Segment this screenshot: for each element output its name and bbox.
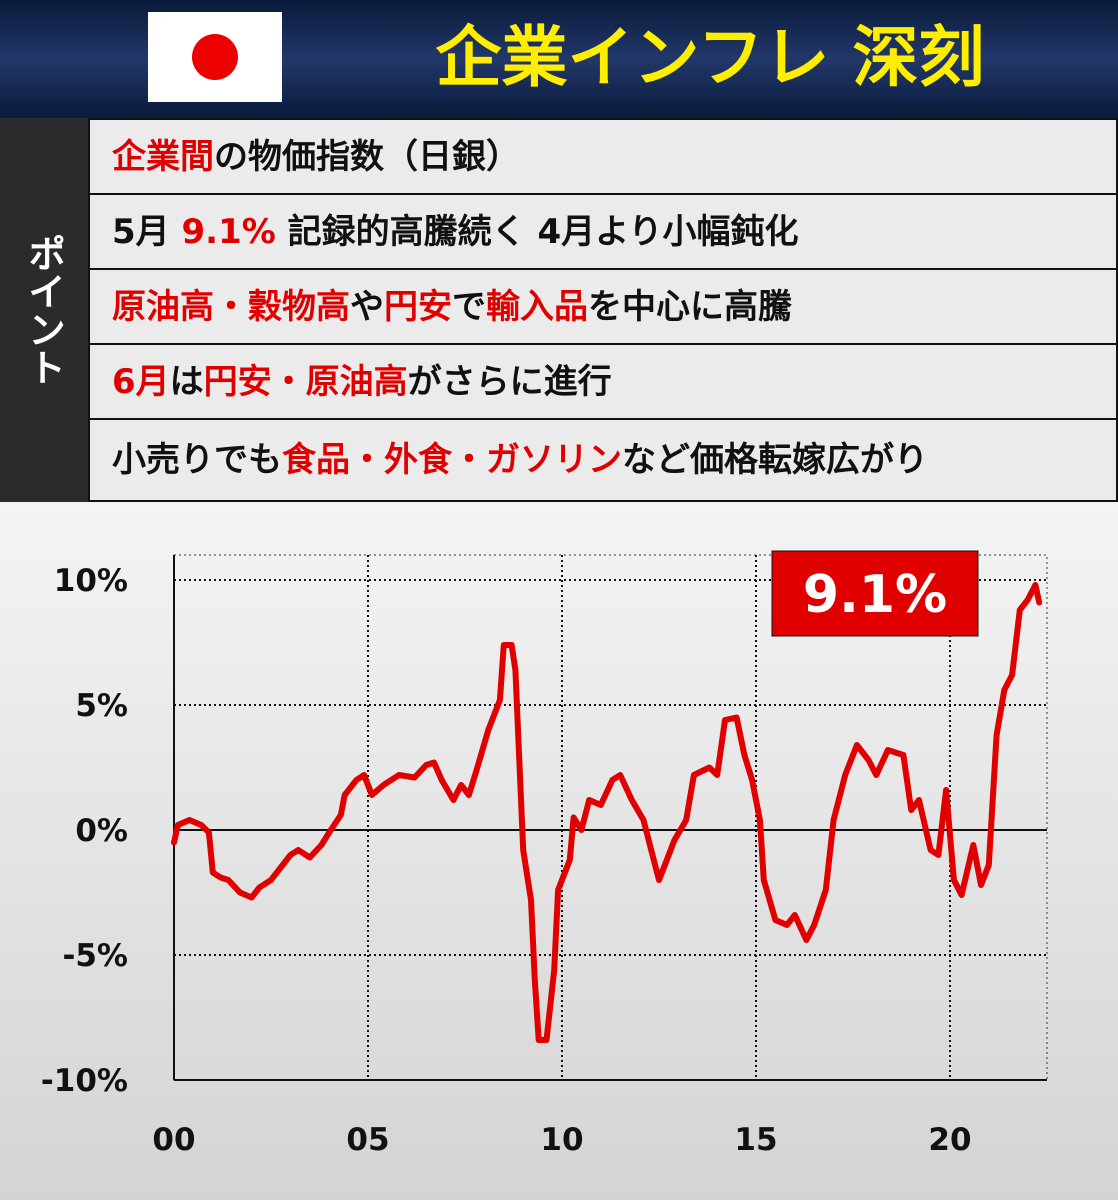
point-text: を中心に高騰 [588,287,792,327]
points-panel: ポイント 企業間の物価指数（日銀） 5月 9.1% 記録的高騰続く 4月より小幅鈍… [0,118,1118,502]
annotation: 9.1% [803,565,947,625]
point-text: 記録的高騰続く 4月より小幅鈍化 [275,212,799,252]
point-text: 円安・原油高 [203,362,408,402]
y-tick-label: 5% [75,688,128,724]
point-text: や [350,287,384,327]
point-text: 円安 [384,287,452,327]
flag [148,12,282,102]
y-tick-label: -10% [41,1063,128,1099]
point-text: 6月 [112,362,170,402]
point-text: がさらに進行 [407,362,612,402]
point-row: 企業間の物価指数（日銀） [90,120,1116,193]
point-text: 輸入品 [486,287,588,327]
points-label: ポイント [0,118,88,502]
point-text: 9.1% [181,212,276,252]
point-text: 小売りでも [112,440,282,480]
x-tick-label: 10 [540,1122,583,1158]
point-text: 5月 [112,212,182,252]
point-text: で [452,287,486,327]
y-tick-label: 0% [75,813,128,849]
title: 企業インフレ 深刻 [435,19,985,96]
point-text: の物価指数（日銀） [214,137,520,177]
point-row: 原油高・穀物高や円安で輸入品を中心に高騰 [90,270,1116,343]
x-tick-label: 00 [152,1122,195,1158]
point-text: 食品・外食・ガソリン [282,440,622,480]
y-tick-label: -5% [63,938,129,974]
point-row: 5月 9.1% 記録的高騰続く 4月より小幅鈍化 [90,195,1116,268]
header: 企業インフレ 深刻 [0,0,1118,118]
point-row: 6月は円安・原油高がさらに進行 [90,345,1116,418]
y-tick-label: 10% [54,563,128,599]
point-text: など価格転嫁広がり [622,440,928,480]
x-tick-label: 05 [346,1122,389,1158]
flag-circle [192,34,238,80]
plot-area [173,554,1048,1081]
point-text: 企業間 [112,137,214,177]
annotation-box [771,550,979,637]
chart: -10% -5% 0% 5% 10% 00 05 10 15 20 9.1% [0,502,1118,1200]
x-tick-label: 15 [734,1122,777,1158]
point-text: 原油高・穀物高 [112,287,350,327]
x-tick-label: 20 [928,1122,971,1158]
data-line [171,582,1043,1043]
point-row: 小売りでも食品・外食・ガソリンなど価格転嫁広がり [90,420,1116,500]
point-text: は [169,362,204,402]
